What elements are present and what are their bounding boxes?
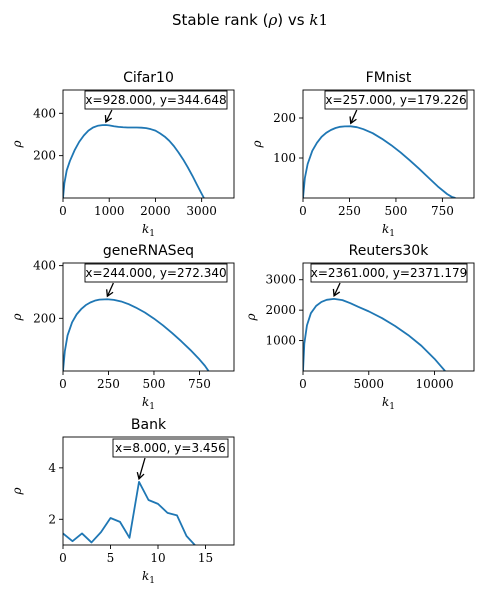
y-tick-label: 400 — [33, 106, 56, 120]
subplot-title: Bank — [131, 417, 167, 433]
subplot-reuters30k: Reuters30k 0 5000 10000 1000 2000 3000 k1 ρ x=236… — [244, 243, 475, 412]
x-axis-label: k1 — [142, 395, 155, 412]
axes-frame — [62, 436, 235, 546]
x-tick-label: 5000 — [353, 377, 384, 391]
peak-annotation-text: x=2361.000, y=2371.179 — [311, 266, 467, 280]
subplot-genernaseq: geneRNASeq 0 250 500 750 200 400 k1 ρ x=244.000, … — [10, 243, 235, 412]
y-axis-label: ρ — [244, 313, 258, 321]
peak-annotation-arrow — [104, 109, 113, 124]
subplot-title: Reuters30k — [349, 243, 430, 259]
y-tick-label: 3000 — [265, 273, 296, 287]
axes-frame — [62, 262, 235, 372]
axes-frame — [62, 89, 235, 199]
axes-frame — [302, 89, 475, 199]
y-axis-label: ρ — [10, 487, 24, 495]
y-tick-label: 100 — [273, 151, 296, 165]
peak-annotation-text: x=8.000, y=3.456 — [115, 441, 226, 455]
subplot-bank: Bank 0 5 10 15 2 4 k1 ρ x=8.000, y=3.456 — [10, 417, 235, 586]
subplot-title: FMnist — [366, 70, 412, 86]
y-tick-label: 2000 — [265, 303, 296, 317]
axes-frame — [302, 262, 475, 372]
x-tick-label: 250 — [97, 377, 120, 391]
peak-annotation-box — [310, 263, 468, 283]
x-axis-label: k1 — [142, 222, 155, 239]
y-axis-label: ρ — [10, 313, 24, 321]
x-tick-label: 0 — [59, 551, 67, 565]
x-tick-label: 0 — [59, 204, 67, 218]
peak-annotation-text: x=244.000, y=272.340 — [85, 266, 226, 280]
y-axis-label: ρ — [10, 140, 24, 148]
peak-annotation-box — [84, 90, 228, 110]
peak-annotation-box — [324, 90, 468, 110]
x-tick-label: 2000 — [140, 204, 171, 218]
figure-title: Stable rank (ρ) vs k1 — [172, 11, 328, 29]
x-tick-label: 10 — [150, 551, 165, 565]
x-axis-label: k1 — [142, 569, 155, 586]
x-tick-label: 750 — [431, 204, 454, 218]
subplot-cifar10: Cifar10 0 1000 2000 3000 200 400 k1 ρ x=928.000, … — [10, 70, 235, 239]
y-tick-label: 200 — [33, 149, 56, 163]
x-tick-label: 750 — [188, 377, 211, 391]
peak-annotation-arrow — [106, 282, 114, 298]
subplot-fmnist: FMnist 0 250 500 750 100 200 k1 ρ x=257.000, y=17… — [250, 70, 475, 239]
peak-annotation-arrow — [332, 282, 341, 298]
x-tick-label: 0 — [299, 204, 307, 218]
y-tick-label: 200 — [273, 111, 296, 125]
series-line — [63, 480, 197, 545]
x-axis-label: k1 — [382, 395, 395, 412]
x-tick-label: 500 — [143, 377, 166, 391]
series-line — [303, 125, 456, 198]
x-axis-label: k1 — [382, 222, 395, 239]
y-tick-label: 2 — [48, 512, 56, 526]
subplot-title: Cifar10 — [123, 70, 174, 86]
peak-annotation-text: x=928.000, y=344.648 — [85, 93, 226, 107]
x-tick-label: 250 — [338, 204, 361, 218]
y-axis-label: ρ — [250, 140, 264, 148]
x-tick-label: 3000 — [186, 204, 217, 218]
x-tick-label: 10000 — [415, 377, 453, 391]
y-tick-label: 400 — [33, 259, 56, 273]
y-tick-label: 4 — [48, 461, 56, 475]
x-tick-label: 0 — [299, 377, 307, 391]
x-tick-label: 5 — [107, 551, 115, 565]
peak-annotation-arrow — [349, 109, 358, 125]
x-tick-label: 1000 — [94, 204, 125, 218]
series-line — [63, 124, 205, 198]
x-tick-label: 15 — [198, 551, 213, 565]
x-tick-label: 0 — [59, 377, 67, 391]
y-tick-label: 1000 — [265, 334, 296, 348]
peak-annotation-arrow — [136, 457, 146, 481]
y-tick-label: 200 — [33, 311, 56, 325]
x-tick-label: 500 — [384, 204, 407, 218]
series-line — [63, 298, 210, 371]
peak-annotation-box — [112, 438, 229, 458]
peak-annotation-box — [84, 263, 228, 283]
peak-annotation-text: x=257.000, y=179.226 — [325, 93, 466, 107]
subplot-title: geneRNASeq — [103, 243, 194, 259]
series-line — [303, 297, 446, 371]
